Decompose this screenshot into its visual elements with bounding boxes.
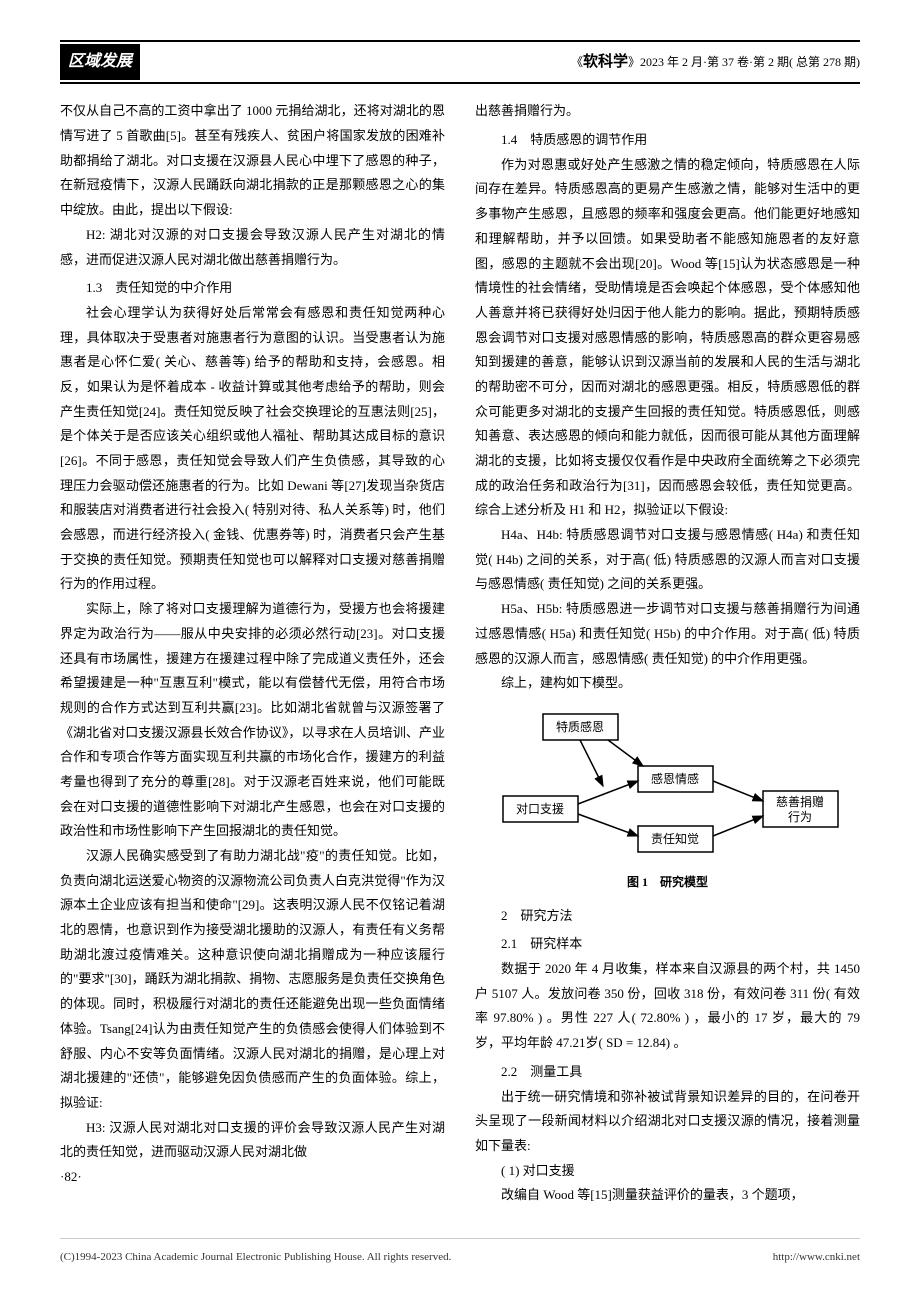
edge-trait-to-emotion	[608, 740, 643, 766]
hypothesis-h2: H2: 湖北对汉源的对口支援会导致汉源人民产生对湖北的情感，进而促进汉源人民对湖…	[60, 223, 445, 272]
measure-item-1: ( 1) 对口支援	[475, 1159, 860, 1184]
sample-paragraph: 数据于 2020 年 4 月收集，样本来自汉源县的两个村，共 1450 户 51…	[475, 957, 860, 1056]
edge-support-to-responsibility	[578, 814, 638, 836]
node-responsibility-label: 责任知觉	[650, 832, 698, 846]
edge-support-to-emotion	[578, 781, 638, 804]
page-header: 区域发展 《软科学》2023 年 2 月·第 37 卷·第 2 期( 总第 27…	[60, 40, 860, 84]
right-p1: 作为对恩惠或好处产生感激之情的稳定倾向，特质感恩在人际间存在差异。特质感恩高的更…	[475, 153, 860, 523]
node-gratitude-emotion-label: 感恩情感	[650, 771, 698, 786]
journal-bracket-open: 《	[571, 55, 583, 69]
right-p0: 出慈善捐赠行为。	[475, 99, 860, 124]
model-svg: 特质感恩 感恩情感 对口支援 责任知觉 慈善捐赠 行为	[488, 706, 848, 866]
edge-trait-to-path1	[580, 740, 603, 786]
measure-paragraph: 出于统一研究情境和弥补被试背景知识差异的目的，在问卷开头呈现了一段新闻材料以介绍…	[475, 1085, 860, 1159]
journal-info: 《软科学》2023 年 2 月·第 37 卷·第 2 期( 总第 278 期)	[571, 48, 860, 77]
left-column: 不仅从自己不高的工资中拿出了 1000 元捐给湖北，还将对湖北的恩情写进了 5 …	[60, 99, 445, 1208]
right-column: 出慈善捐赠行为。 1.4 特质感恩的调节作用 作为对恩惠或好处产生感激之情的稳定…	[475, 99, 860, 1208]
subsection-1-4: 1.4 特质感恩的调节作用	[475, 128, 860, 153]
content-columns: 不仅从自己不高的工资中拿出了 1000 元捐给湖北，还将对湖北的恩情写进了 5 …	[60, 99, 860, 1208]
left-p1: 不仅从自己不高的工资中拿出了 1000 元捐给湖北，还将对湖北的恩情写进了 5 …	[60, 99, 445, 222]
node-charity-label-2: 行为	[787, 810, 811, 824]
hypothesis-h4: H4a、H4b: 特质感恩调节对口支援与感恩情感( H4a) 和责任知觉( H4…	[475, 523, 860, 597]
section-badge: 区域发展	[60, 44, 140, 80]
left-p2: 社会心理学认为获得好处后常常会有感恩和责任知觉两种心理，具体取决于受惠者对施惠者…	[60, 301, 445, 597]
node-support-label: 对口支援	[515, 802, 563, 816]
journal-name: 软科学	[583, 54, 628, 70]
section-2: 2 研究方法	[475, 904, 860, 929]
research-model-diagram: 特质感恩 感恩情感 对口支援 责任知觉 慈善捐赠 行为	[475, 706, 860, 894]
model-intro: 综上，建构如下模型。	[475, 671, 860, 696]
page-footer: (C)1994-2023 China Academic Journal Elec…	[60, 1238, 860, 1268]
journal-issue: 》2023 年 2 月·第 37 卷·第 2 期( 总第 278 期)	[628, 55, 860, 69]
page-number: ·82·	[60, 1165, 445, 1190]
hypothesis-h5: H5a、H5b: 特质感恩进一步调节对口支援与慈善捐赠行为间通过感恩情感( H5…	[475, 597, 860, 671]
measure-item-1-desc: 改编自 Wood 等[15]测量获益评价的量表，3 个题项，	[475, 1183, 860, 1208]
hypothesis-h3: H3: 汉源人民对湖北对口支援的评价会导致汉源人民产生对湖北的责任知觉，进而驱动…	[60, 1116, 445, 1165]
left-p4: 汉源人民确实感受到了有助力湖北战"疫"的责任知觉。比如，负责向湖北运送爱心物资的…	[60, 844, 445, 1116]
subsection-2-1: 2.1 研究样本	[475, 932, 860, 957]
edge-emotion-to-charity	[713, 781, 763, 801]
diagram-caption: 图 1 研究模型	[475, 871, 860, 894]
edge-responsibility-to-charity	[713, 816, 763, 836]
subsection-2-2: 2.2 测量工具	[475, 1060, 860, 1085]
node-charity-label-1: 慈善捐赠	[775, 794, 823, 809]
subsection-1-3: 1.3 责任知觉的中介作用	[60, 276, 445, 301]
node-trait-gratitude-label: 特质感恩	[555, 719, 603, 734]
left-p3: 实际上，除了将对口支援理解为道德行为，受援方也会将援建界定为政治行为——服从中央…	[60, 597, 445, 844]
copyright-text: (C)1994-2023 China Academic Journal Elec…	[60, 1247, 451, 1268]
footer-url: http://www.cnki.net	[773, 1247, 860, 1268]
